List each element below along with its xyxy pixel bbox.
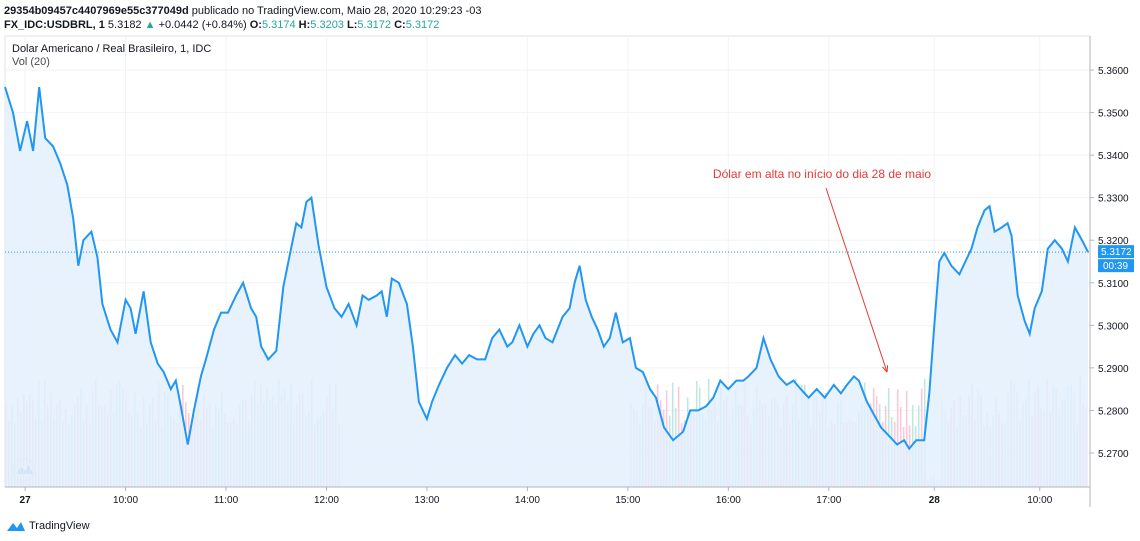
open-value: 5.3174	[261, 19, 296, 31]
close-value: 5.3172	[405, 19, 440, 31]
change-value: +0.0442 (+0.84%)	[158, 19, 247, 31]
open-label: O:	[249, 19, 262, 31]
x-tick-label: 10:00	[113, 495, 138, 506]
countdown-box	[1098, 259, 1134, 273]
last-price-value: 5.3172	[1101, 247, 1132, 258]
annotation-text: Dólar em alta no início do dia 28 de mai…	[713, 167, 931, 181]
y-tick-label: 5.3200	[1098, 236, 1129, 247]
brand-text: TradingView	[29, 520, 90, 532]
change-arrow-icon: ▲	[144, 19, 156, 31]
y-tick-label: 5.2800	[1098, 406, 1129, 417]
x-tick-label: 10:00	[1027, 495, 1052, 506]
x-tick-label: 13:00	[414, 495, 439, 506]
tradingview-logo-icon	[7, 522, 25, 531]
y-tick-label: 5.3500	[1098, 109, 1129, 120]
y-tick-label: 5.3000	[1098, 321, 1129, 332]
y-tick-label: 5.3600	[1098, 66, 1129, 77]
y-tick-label: 5.3400	[1098, 151, 1129, 162]
header-ohlc-line: FX_IDC:USDBRL, 1 5.3182 ▲ +0.0442 (+0.84…	[4, 19, 439, 31]
volume-label: Vol (20)	[12, 56, 50, 68]
annotation-arrow-line	[825, 187, 888, 373]
y-tick-label: 5.3300	[1098, 194, 1129, 205]
volume-bar	[896, 389, 899, 487]
low-value: 5.3172	[357, 19, 392, 31]
x-tick-label: 16:00	[716, 495, 741, 506]
annotation: Dólar em alta no início do dia 28 de mai…	[713, 167, 931, 373]
x-tick-label: 11:00	[214, 495, 239, 506]
volume-bar	[920, 388, 923, 487]
volume-bar	[671, 382, 674, 487]
high-label: H:	[298, 19, 311, 31]
countdown-value: 00:39	[1103, 261, 1128, 272]
low-label: L:	[347, 19, 358, 31]
last-price: 5.3182	[107, 19, 142, 31]
y-tick-label: 5.2700	[1098, 449, 1129, 460]
published-text: publicado no TradingView.com, Maio 28, 2…	[191, 5, 482, 17]
symbol-label: FX_IDC:USDBRL, 1	[4, 19, 105, 31]
tradingview-footer[interactable]: TradingView	[6, 520, 90, 532]
x-tick-label: 27	[20, 495, 32, 506]
last-price-box	[1098, 245, 1134, 259]
last-price-tag: 5.3172 00:39	[1098, 245, 1134, 273]
high-value: 5.3203	[310, 19, 344, 31]
y-tick-label: 5.3100	[1098, 279, 1129, 290]
close-label: C:	[394, 19, 406, 31]
x-tick-label: 14:00	[515, 495, 540, 506]
time-axis[interactable]: 27 10:00 11:00 12:00 13:00 14:00 15:00 16:00 17:…	[5, 486, 1090, 506]
x-tick-label: 15:00	[615, 495, 640, 506]
y-tick-label: 5.2900	[1098, 364, 1129, 375]
x-tick-label: 17:00	[816, 495, 841, 506]
x-tick-label: 28	[929, 495, 941, 506]
price-area-fill	[5, 87, 1088, 487]
x-tick-label: 12:00	[314, 495, 339, 506]
annotation-arrow-head-icon	[882, 365, 889, 373]
price-axis[interactable]: 5.2700 5.2800 5.2900 5.3000 5.3100 5.3200 5.33…	[1089, 36, 1129, 507]
header-published-line: 29354b09457c4407969e55c377049d publicado…	[4, 5, 481, 17]
chart-id: 29354b09457c4407969e55c377049d	[4, 5, 189, 17]
volume-bar	[905, 390, 908, 487]
pane-title: Dolar Americano / Real Brasileiro, 1, ID…	[12, 43, 212, 55]
price-line	[4, 86, 1089, 451]
